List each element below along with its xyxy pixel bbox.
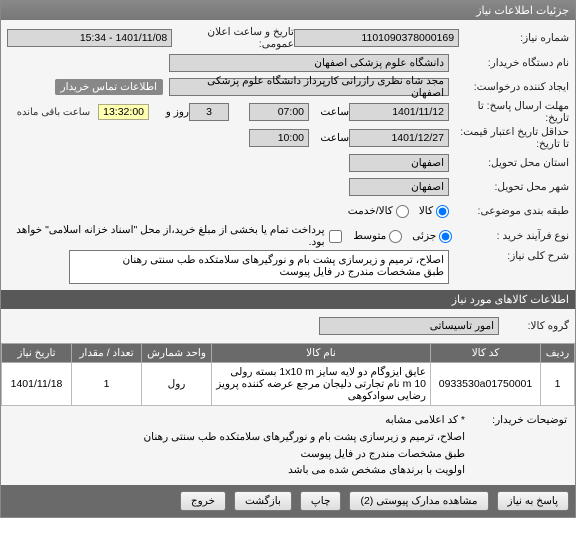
budget-radio-group: کالا کالا/خدمت <box>348 205 449 218</box>
row-need-no: شماره نیاز: 1101090378000169 تاریخ و ساع… <box>7 26 569 50</box>
label-time-2: ساعت <box>309 132 349 144</box>
countdown-timer: 13:32:00 <box>98 104 149 120</box>
label-days: روز و <box>149 106 189 118</box>
value-need-no: 1101090378000169 <box>294 29 459 47</box>
radio-p2-input[interactable] <box>389 230 402 243</box>
row-deadline: مهلت ارسال پاسخ: تا تاریخ: 1401/11/12 سا… <box>7 100 569 124</box>
label-price-valid: حداقل تاریخ اعتبار قیمت: تا تاریخ: <box>449 126 569 150</box>
value-city: اصفهان <box>349 178 449 196</box>
label-purchase: نوع فرآیند خرید : <box>452 230 569 242</box>
row-need-desc: شرح کلی نیاز: <box>7 250 569 284</box>
radio-service-input[interactable] <box>396 205 409 218</box>
value-goods-group: امور تاسیساتی <box>319 317 499 335</box>
cell-unit: رول <box>142 363 212 406</box>
table-row[interactable]: 10933530a01750001عایق ایزوگام دو لایه سا… <box>2 363 575 406</box>
label-goods-group: گروه کالا: <box>499 320 569 332</box>
label-deadline: مهلت ارسال پاسخ: تا تاریخ: <box>449 100 569 124</box>
radio-p1-label: جزئی <box>412 230 436 242</box>
exit-button[interactable]: خروج <box>180 491 226 511</box>
window-titlebar: جزئیات اطلاعات نیاز <box>1 1 575 20</box>
label-org: نام دستگاه خریدار: <box>449 57 569 69</box>
cell-row: 1 <box>541 363 575 406</box>
back-button[interactable]: بازگشت <box>234 491 292 511</box>
radio-p2-label: متوسط <box>353 230 386 242</box>
header-section: شماره نیاز: 1101090378000169 تاریخ و ساع… <box>1 20 575 290</box>
cell-code: 0933530a01750001 <box>431 363 541 406</box>
radio-p1[interactable]: جزئی <box>412 230 452 243</box>
need-desc-textarea[interactable] <box>69 250 449 284</box>
radio-service-label: کالا/خدمت <box>348 205 393 217</box>
th-name: نام کالا <box>212 344 431 363</box>
label-budget: طبقه بندی موضوعی: <box>449 205 569 217</box>
row-budget: طبقه بندی موضوعی: کالا کالا/خدمت <box>7 200 569 222</box>
label-time-1: ساعت <box>309 106 349 118</box>
view-docs-button[interactable]: مشاهده مدارک پیوستی (2) <box>349 491 488 511</box>
buyer-remark-section: توضیحات خریدار: * کد اعلامی مشابه اصلاح،… <box>1 406 575 485</box>
buyer-remark-text: * کد اعلامی مشابه اصلاح، ترمیم و زیرسازی… <box>9 412 465 479</box>
value-public-date: 1401/11/08 - 15:34 <box>7 29 172 47</box>
goods-info-title: اطلاعات کالاهای مورد نیاز <box>452 294 569 306</box>
value-days-left: 3 <box>189 103 229 121</box>
label-need-desc: شرح کلی نیاز: <box>449 250 569 262</box>
row-state: استان محل تحویل: اصفهان <box>7 152 569 174</box>
value-price-valid-time: 10:00 <box>249 129 309 147</box>
pay-note-text: پرداخت تمام یا بخشی از مبلغ خرید،از محل … <box>7 224 325 248</box>
th-row: ردیف <box>541 344 575 363</box>
th-code: کد کالا <box>431 344 541 363</box>
pay-note-checkbox[interactable] <box>329 230 342 243</box>
row-goods-group: گروه کالا: امور تاسیساتی <box>7 315 569 337</box>
value-state: اصفهان <box>349 154 449 172</box>
label-need-no: شماره نیاز: <box>459 32 569 44</box>
label-city: شهر محل تحویل: <box>449 181 569 193</box>
radio-goods-label: کالا <box>419 205 433 217</box>
row-price-valid: حداقل تاریخ اعتبار قیمت: تا تاریخ: 1401/… <box>7 126 569 150</box>
row-creator: ایجاد کننده درخواست: مجد شاه نظری رازران… <box>7 76 569 98</box>
radio-p2[interactable]: متوسط <box>353 230 402 243</box>
goods-info-bar: اطلاعات کالاهای مورد نیاز <box>1 290 575 309</box>
goods-section: گروه کالا: امور تاسیساتی <box>1 309 575 343</box>
label-creator: ایجاد کننده درخواست: <box>449 81 569 93</box>
details-window: جزئیات اطلاعات نیاز شماره نیاز: 11010903… <box>0 0 576 518</box>
radio-p1-input[interactable] <box>439 230 452 243</box>
row-org: نام دستگاه خریدار: دانشگاه علوم پزشکی اص… <box>7 52 569 74</box>
goods-table: ردیف کد کالا نام کالا واحد شمارش تعداد /… <box>1 343 575 406</box>
label-remain: ساعت باقی مانده <box>17 107 90 118</box>
th-unit: واحد شمارش <box>142 344 212 363</box>
pay-note-check[interactable]: پرداخت تمام یا بخشی از مبلغ خرید،از محل … <box>7 224 342 248</box>
value-deadline-time: 07:00 <box>249 103 309 121</box>
cell-qty: 1 <box>72 363 142 406</box>
footer-bar: پاسخ به نیاز مشاهده مدارک پیوستی (2) چاپ… <box>1 485 575 517</box>
goods-table-head: ردیف کد کالا نام کالا واحد شمارش تعداد /… <box>2 344 575 363</box>
radio-goods[interactable]: کالا <box>419 205 449 218</box>
value-deadline-date: 1401/11/12 <box>349 103 449 121</box>
goods-table-body: 10933530a01750001عایق ایزوگام دو لایه سا… <box>2 363 575 406</box>
value-org: دانشگاه علوم پزشکی اصفهان <box>169 54 449 72</box>
print-button[interactable]: چاپ <box>300 491 342 511</box>
row-purchase: نوع فرآیند خرید : جزئی متوسط پرداخت تمام… <box>7 224 569 248</box>
row-city: شهر محل تحویل: اصفهان <box>7 176 569 198</box>
value-price-valid-date: 1401/12/27 <box>349 129 449 147</box>
label-buyer-remark: توضیحات خریدار: <box>486 414 567 426</box>
cell-name: عایق ایزوگام دو لایه سایز 1x10 m بسته رو… <box>212 363 431 406</box>
label-public-date: تاریخ و ساعت اعلان عمومی: <box>176 26 294 50</box>
buyer-contact-tag[interactable]: اطلاعات تماس خریدار <box>55 79 163 95</box>
radio-goods-input[interactable] <box>436 205 449 218</box>
purchase-radio-group: جزئی متوسط <box>353 230 452 243</box>
value-creator: مجد شاه نظری رازرانی کارپرداز دانشگاه عل… <box>169 78 449 96</box>
answer-button[interactable]: پاسخ به نیاز <box>497 491 569 511</box>
label-state: استان محل تحویل: <box>449 157 569 169</box>
th-qty: تعداد / مقدار <box>72 344 142 363</box>
cell-date: 1401/11/18 <box>2 363 72 406</box>
radio-service[interactable]: کالا/خدمت <box>348 205 409 218</box>
window-title: جزئیات اطلاعات نیاز <box>476 5 569 17</box>
th-date: تاریخ نیاز <box>2 344 72 363</box>
